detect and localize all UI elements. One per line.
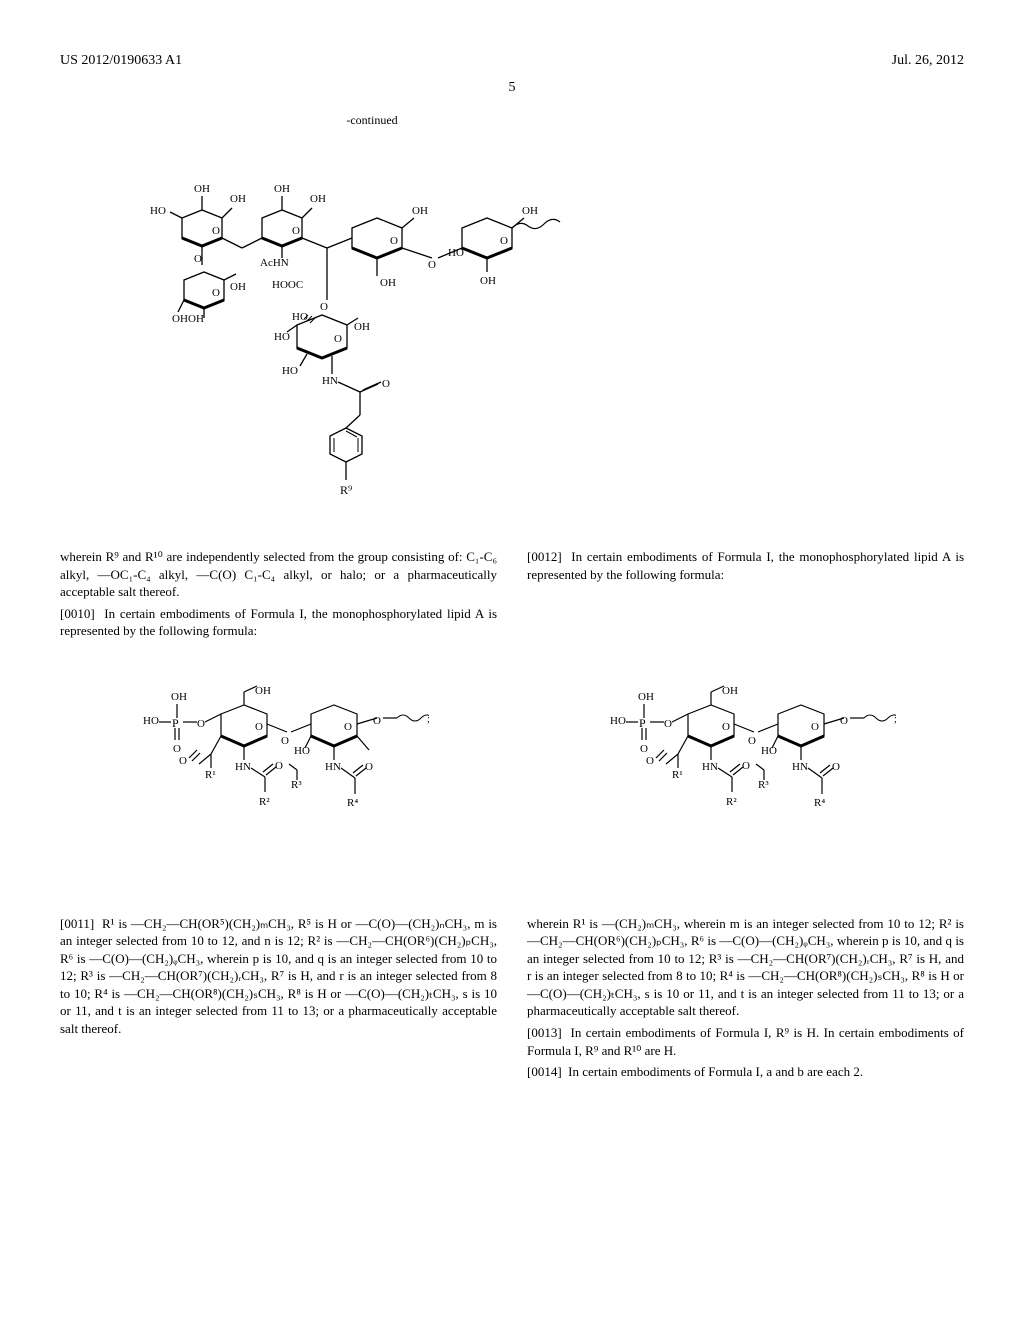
main-structure-svg: OH OH HO O OH OH O AcHN HOOC OH O [132, 140, 652, 520]
svg-text:OH: OH [188, 313, 204, 325]
svg-text:O: O [320, 301, 328, 313]
svg-text:OH: OH [722, 685, 738, 697]
small-figure-left-col: OH HO P O O OH O [60, 658, 497, 1085]
chemical-structure-right: OH HO P O O OH O O [527, 672, 964, 867]
svg-text:HO: HO [150, 205, 166, 217]
svg-text:R²: R² [726, 796, 737, 808]
svg-text:O: O [832, 761, 840, 773]
svg-text:R³: R³ [291, 779, 302, 791]
small-figures-row: OH HO P O O OH O [60, 658, 964, 1085]
svg-text:O: O [197, 718, 205, 730]
para-0011: [0011] R¹ is —CH₂—CH(OR⁵)(CH₂)ₘCH₃, R⁵ i… [60, 915, 497, 1038]
svg-text:OH: OH [354, 321, 370, 333]
svg-text:OH: OH [480, 275, 496, 287]
publication-number: US 2012/0190633 A1 [60, 52, 182, 71]
svg-text:OH: OH [194, 183, 210, 195]
svg-text:O: O [428, 259, 436, 271]
small-structure-svg-2: OH HO P O O OH O O [596, 672, 896, 867]
svg-text:O: O [292, 225, 300, 237]
svg-text:OH: OH [412, 205, 428, 217]
svg-text:OH: OH [255, 685, 271, 697]
svg-text:HO: HO [282, 365, 298, 377]
para-0014: [0014] In certain embodiments of Formula… [527, 1063, 964, 1081]
svg-text:HO: HO [294, 745, 310, 757]
publication-date: Jul. 26, 2012 [892, 52, 964, 71]
left-column: wherein R⁹ and R¹⁰ are independently sel… [60, 548, 497, 650]
svg-text:O: O [722, 721, 730, 733]
svg-text:P: P [172, 716, 179, 730]
right-column: [0012] In certain embodiments of Formula… [527, 548, 964, 650]
svg-text:HN: HN [325, 761, 341, 773]
svg-text:R¹: R¹ [205, 769, 216, 781]
svg-text:OH: OH [230, 193, 246, 205]
svg-text:HO: HO [448, 247, 464, 259]
svg-text:O: O [811, 721, 819, 733]
svg-text:P: P [639, 716, 646, 730]
svg-text:O: O [212, 225, 220, 237]
svg-text:O: O [382, 378, 390, 390]
svg-text:O: O [640, 743, 648, 755]
svg-text:O: O [365, 761, 373, 773]
svg-text:O: O [194, 253, 202, 265]
para-r-group: wherein R⁹ and R¹⁰ are independently sel… [60, 548, 497, 601]
svg-text:HN: HN [322, 375, 338, 387]
svg-text:O: O [173, 743, 181, 755]
svg-text:O: O [500, 235, 508, 247]
svg-text:O: O [179, 755, 187, 767]
bottom-text-left: [0011] R¹ is —CH₂—CH(OR⁵)(CH₂)ₘCH₃, R⁵ i… [60, 915, 497, 1038]
svg-text:;: ; [427, 713, 429, 725]
svg-text:HOOC: HOOC [272, 279, 303, 291]
para-0010: [0010] In certain embodiments of Formula… [60, 605, 497, 640]
para-wherein-right: wherein R¹ is —(CH₂)ₘCH₃, wherein m is a… [527, 915, 964, 1020]
svg-text:OH: OH [522, 205, 538, 217]
svg-text:OH: OH [380, 277, 396, 289]
svg-text:R²: R² [259, 796, 270, 808]
svg-text:R³: R³ [758, 779, 769, 791]
svg-text:O: O [344, 721, 352, 733]
svg-text:OH: OH [171, 691, 187, 703]
svg-text:R¹: R¹ [672, 769, 683, 781]
svg-text:OH: OH [230, 281, 246, 293]
chemical-structure-main: OH OH HO O OH OH O AcHN HOOC OH O [0, 140, 964, 520]
svg-text:O: O [390, 235, 398, 247]
svg-text:HO: HO [274, 331, 290, 343]
svg-text:OH: OH [310, 193, 326, 205]
svg-text:HN: HN [792, 761, 808, 773]
small-figure-right-col: OH HO P O O OH O O [527, 658, 964, 1085]
svg-text:O: O [646, 755, 654, 767]
svg-text:OH: OH [274, 183, 290, 195]
svg-text:AcHN: AcHN [260, 257, 289, 269]
svg-text:HO: HO [761, 745, 777, 757]
svg-text:O: O [275, 760, 283, 772]
page-number: 5 [60, 79, 964, 98]
svg-text:HN: HN [702, 761, 718, 773]
para-0013: [0013] In certain embodiments of Formula… [527, 1024, 964, 1059]
para-0012: [0012] In certain embodiments of Formula… [527, 548, 964, 583]
svg-text:O: O [212, 287, 220, 299]
svg-text:R⁴: R⁴ [814, 797, 825, 809]
svg-text:O: O [840, 715, 848, 727]
svg-text:OH: OH [638, 691, 654, 703]
svg-text:HO: HO [610, 715, 626, 727]
page-header: US 2012/0190633 A1 Jul. 26, 2012 [60, 52, 964, 71]
bottom-text-right: wherein R¹ is —(CH₂)ₘCH₃, wherein m is a… [527, 915, 964, 1081]
mid-columns: wherein R⁹ and R¹⁰ are independently sel… [60, 548, 964, 650]
svg-text:;: ; [894, 713, 896, 725]
small-structure-svg-1: OH HO P O O OH O [129, 672, 429, 867]
svg-text:O: O [255, 721, 263, 733]
svg-text:O: O [664, 718, 672, 730]
svg-text:O: O [281, 735, 289, 747]
svg-text:O: O [334, 333, 342, 345]
svg-text:O: O [748, 735, 756, 747]
continued-label: -continued [0, 112, 964, 128]
svg-text:HO: HO [143, 715, 159, 727]
svg-text:R⁴: R⁴ [347, 797, 358, 809]
svg-text:R⁹: R⁹ [340, 483, 352, 497]
svg-text:O: O [742, 760, 750, 772]
svg-text:OH: OH [172, 313, 188, 325]
svg-text:O: O [373, 715, 381, 727]
svg-text:HN: HN [235, 761, 251, 773]
chemical-structure-left: OH HO P O O OH O [60, 672, 497, 867]
